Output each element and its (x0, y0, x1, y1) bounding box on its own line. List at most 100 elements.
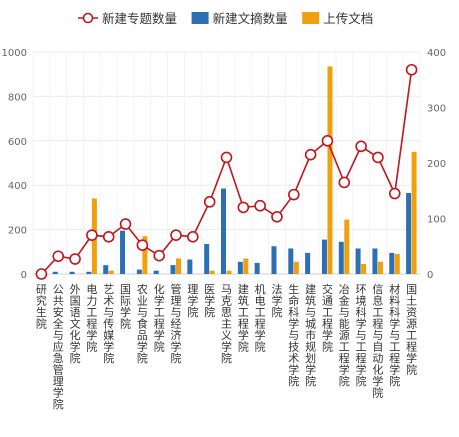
line-point[interactable] (187, 231, 199, 243)
bar[interactable] (327, 66, 333, 275)
category-label: 理学院 (187, 283, 198, 319)
line-point[interactable] (254, 199, 266, 212)
legend-label[interactable]: 上传文档 (323, 11, 373, 26)
bar[interactable] (361, 264, 367, 274)
category-label: 外国语文化学院 (70, 283, 81, 365)
bar[interactable] (288, 248, 294, 274)
left-tick-label: 400 (8, 181, 27, 192)
line-point[interactable] (69, 253, 81, 265)
grid-lines (32, 51, 421, 275)
bar[interactable] (321, 239, 327, 274)
category-label: 马克思主义学院 (221, 283, 232, 365)
bars (52, 66, 417, 275)
left-tick-label: 800 (8, 92, 27, 103)
bar[interactable] (243, 258, 249, 274)
category-label: 研究生院 (36, 283, 47, 331)
bar[interactable] (153, 270, 159, 274)
line-point[interactable] (102, 231, 115, 243)
line-point[interactable] (321, 135, 334, 147)
bar[interactable] (103, 265, 109, 274)
line-point[interactable] (237, 201, 250, 214)
line-point[interactable] (86, 229, 98, 241)
category-label: 电力工程学院 (86, 283, 97, 354)
bar[interactable] (338, 241, 344, 274)
bar[interactable] (344, 219, 350, 274)
line-point[interactable] (119, 218, 132, 230)
bar[interactable] (226, 270, 232, 274)
category-label: 冶金与能源工程学院 (339, 282, 350, 388)
line-point[interactable] (35, 268, 48, 280)
category-label: 国际学院 (120, 283, 131, 331)
line-point[interactable] (372, 151, 384, 164)
bar[interactable] (176, 258, 182, 274)
bar[interactable] (394, 254, 400, 274)
bar[interactable] (372, 248, 378, 274)
category-label: 机电工程学院 (255, 282, 266, 354)
bar[interactable] (254, 262, 260, 274)
category-label: 艺术与传媒学院 (103, 283, 114, 365)
bar[interactable] (86, 271, 92, 274)
line-point[interactable] (170, 229, 182, 241)
legend: 新建专题数量 新建文摘数量 上传文档 (78, 11, 373, 26)
bar[interactable] (355, 248, 361, 274)
line-series (35, 63, 418, 280)
line-point[interactable] (405, 63, 418, 76)
line-path (40, 69, 413, 275)
bar[interactable] (271, 246, 277, 274)
category-label: 环境科学与工程学院 (356, 283, 367, 388)
legend-label[interactable]: 新建专题数量 (102, 11, 177, 26)
bar[interactable] (170, 265, 176, 274)
right-tick-label: 0 (427, 270, 433, 281)
right-tick-label: 400 (427, 48, 446, 59)
bar[interactable] (136, 269, 142, 274)
right-tick-label: 300 (427, 104, 446, 115)
legend-bar-swatch (302, 12, 320, 24)
bar[interactable] (108, 270, 114, 274)
line-point[interactable] (220, 151, 233, 164)
bar[interactable] (293, 261, 299, 274)
category-label: 信息工程与自动化学院 (372, 283, 383, 400)
bar[interactable] (411, 151, 417, 274)
bar[interactable] (406, 192, 412, 274)
bar[interactable] (221, 188, 226, 274)
bar[interactable] (142, 236, 148, 274)
bar[interactable] (52, 271, 58, 274)
line-point[interactable] (203, 196, 216, 208)
right-axis: 0 100 200 300 400 (427, 48, 446, 281)
line-point[interactable] (338, 176, 351, 189)
bar[interactable] (120, 230, 126, 274)
line-point[interactable] (355, 140, 367, 153)
line-point[interactable] (52, 250, 65, 263)
bar[interactable] (187, 259, 193, 274)
category-label: 材料科学与工程学院 (389, 282, 400, 388)
line-point[interactable] (153, 249, 165, 262)
category-label: 建筑与城市规划学院 (305, 282, 316, 388)
bar[interactable] (237, 261, 243, 274)
line-point[interactable] (388, 187, 401, 200)
category-label: 建筑工程学院 (238, 282, 249, 354)
category-label: 生命科学与技术学院 (288, 282, 299, 388)
left-tick-label: 0 (21, 270, 27, 281)
line-point[interactable] (288, 188, 300, 201)
legend-bar-swatch (191, 12, 209, 24)
right-tick-label: 200 (427, 159, 446, 170)
category-label: 农业与食品学院 (137, 282, 148, 365)
bar[interactable] (204, 244, 210, 274)
bar[interactable] (305, 252, 311, 274)
bar[interactable] (389, 252, 395, 274)
line-point[interactable] (304, 148, 317, 161)
category-label: 医学院 (204, 283, 215, 319)
bar[interactable] (209, 270, 215, 274)
line-point[interactable] (271, 211, 283, 223)
line-point[interactable] (136, 239, 149, 251)
bar[interactable] (69, 271, 75, 274)
category-label: 国土资源工程学院 (406, 283, 417, 377)
legend-label[interactable]: 新建文摘数量 (213, 11, 288, 26)
legend-marker (82, 12, 94, 24)
left-tick-label: 200 (8, 226, 27, 237)
left-tick-label: 1000 (2, 48, 27, 59)
category-label: 公共安全与应急管理学院 (53, 283, 64, 411)
left-axis: 0 200 400 600 800 1000 (2, 48, 27, 281)
bar[interactable] (377, 261, 383, 274)
